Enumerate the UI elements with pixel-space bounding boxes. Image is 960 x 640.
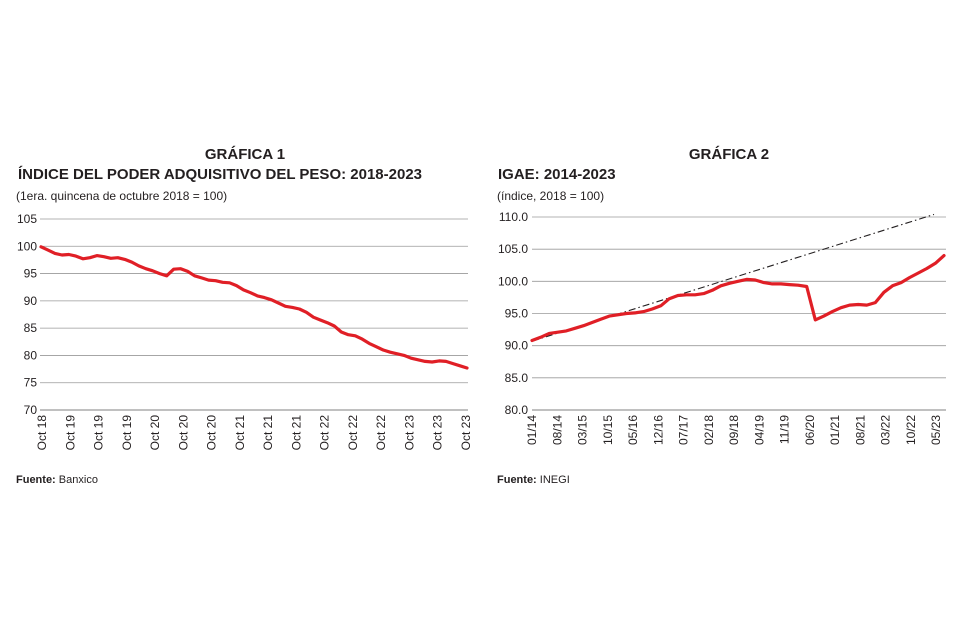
chart-1-xtick-label: Oct 20 (176, 415, 190, 451)
chart-1-ytick-label: 105 (17, 212, 37, 226)
chart-2-xtick-label: 08/14 (550, 415, 564, 445)
chart-1-title: ÍNDICE DEL PODER ADQUISITIVO DEL PESO: 2… (18, 166, 423, 183)
chart-2-xtick-label: 07/17 (677, 415, 691, 445)
chart-2-xtick-label: 03/22 (879, 415, 893, 445)
chart-2-ytick-label: 85.0 (505, 371, 529, 385)
chart-2-xtick-label: 12/16 (651, 415, 665, 445)
chart-2-xtick-label: 05/23 (929, 415, 943, 445)
chart-2-source: Fuente: INEGI (497, 474, 570, 486)
chart-2-series-line (530, 254, 946, 343)
chart-2-xtick-label: 04/19 (752, 415, 766, 445)
chart-2-xtick-label: 02/18 (702, 415, 716, 445)
chart-1-xtick-label: Oct 21 (233, 415, 247, 451)
chart-2-xtick-label: 01/14 (525, 415, 539, 445)
chart-1-ytick-label: 90 (24, 294, 38, 308)
chart-1-xtick-label: Oct 19 (92, 415, 106, 451)
chart-2-trend-line (531, 213, 935, 342)
chart-2-ytick-label: 110.0 (499, 210, 528, 224)
chart-1-xtick-label: Oct 22 (346, 415, 360, 451)
chart-2-subtitle: (índice, 2018 = 100) (497, 189, 605, 203)
chart-1-ytick-label: 85 (24, 321, 38, 335)
chart-2-ytick-label: 90.0 (505, 339, 529, 353)
chart-2-xtick-label: 11/19 (778, 415, 792, 444)
chart-1-xtick-label: Oct 23 (459, 415, 473, 451)
chart-2-source-label: Fuente: (497, 474, 537, 486)
chart-1-xtick-label: Oct 22 (318, 415, 332, 451)
chart-1-xtick-label: Oct 20 (205, 415, 219, 451)
chart-1-xtick-label: Oct 19 (63, 415, 77, 451)
chart-1-source: Fuente: Banxico (16, 474, 98, 486)
chart-panel-1: GRÁFICA 1 ÍNDICE DEL PODER ADQUISITIVO D… (16, 146, 473, 486)
chart-2-xtick-label: 05/16 (626, 415, 640, 445)
chart-2-xtick-label: 10/22 (904, 415, 918, 445)
chart-1-kicker: GRÁFICA 1 (204, 146, 286, 163)
chart-2-xtick-label: 10/15 (601, 415, 615, 445)
chart-2-xtick-label: 06/20 (803, 415, 817, 445)
chart-2-plot: 110.0 105.0 100.0 95.0 90.0 85.0 80.001/14 08/1… (498, 210, 946, 445)
chart-1-xtick-label: Oct 18 (35, 415, 49, 451)
chart-2-kicker: GRÁFICA 2 (688, 146, 770, 163)
chart-1-xtick-label: Oct 21 (261, 415, 275, 451)
chart-panel-2: GRÁFICA 2 IGAE: 2014-2023 (índice, 2018 … (480, 0, 960, 640)
chart-2-ytick-label: 95.0 (505, 307, 529, 321)
chart-2-xtick-label: 08/21 (853, 415, 867, 445)
chart-2-xtick-label: 03/15 (576, 415, 590, 445)
chart-1-xtick-label: Oct 22 (374, 415, 388, 451)
chart-1-xtick-label: Oct 21 (289, 415, 303, 451)
chart-1-source-name: Banxico (58, 474, 98, 486)
chart-1-ytick-label: 75 (24, 376, 38, 390)
chart-2-xtick-label: 01/21 (828, 415, 842, 445)
chart-2-ytick-label: 100.0 (498, 274, 528, 288)
chart-1-ytick-label: 95 (24, 267, 38, 281)
chart-1-xtick-label: Oct 23 (431, 415, 445, 451)
chart-1-xtick-label: Oct 20 (148, 415, 162, 451)
chart-1-series-line (39, 245, 469, 370)
chart-1-source-label: Fuente: (16, 474, 56, 486)
chart-1-xtick-label: Oct 19 (120, 415, 134, 451)
chart-1-ytick-label: 100 (17, 239, 37, 253)
chart-2-ytick-label: 105.0 (498, 242, 528, 256)
chart-1-subtitle: (1era. quincena de octubre 2018 = 100) (16, 189, 228, 203)
chart-2-ytick-label: 80.0 (505, 403, 529, 417)
chart-2-title: IGAE: 2014-2023 (498, 166, 616, 183)
chart-2-xtick-label: 09/18 (727, 415, 741, 445)
chart-1-xtick-label: Oct 23 (402, 415, 416, 451)
chart-2-source-name: INEGI (539, 474, 570, 486)
chart-1-ytick-label: 80 (24, 348, 38, 362)
chart-1-ytick-label: 70 (24, 403, 38, 417)
